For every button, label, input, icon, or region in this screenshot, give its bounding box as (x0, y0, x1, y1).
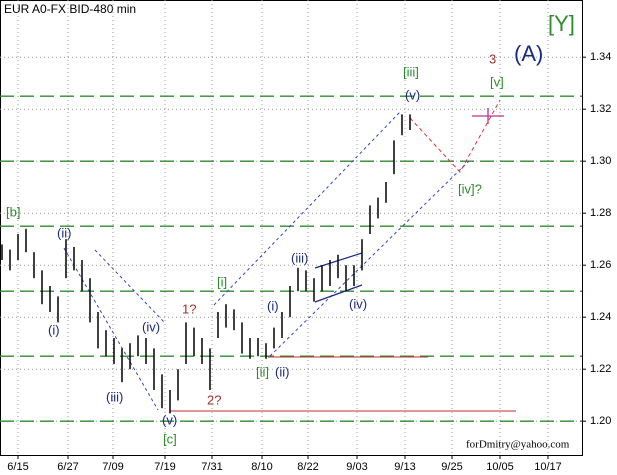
x-tick-label: 9/25 (441, 461, 462, 473)
wave-label: [Y] (548, 11, 575, 36)
y-tick-label: 1.20 (590, 415, 611, 427)
wave-label: [i] (217, 274, 227, 289)
wave-label: (v) (405, 87, 420, 102)
x-tick-label: 7/19 (154, 461, 175, 473)
channel-line (63, 247, 159, 411)
x-tick-label: 10/05 (486, 461, 514, 473)
analysis-lines (63, 99, 516, 412)
x-tick-label: 9/03 (346, 461, 367, 473)
y-tick-label: 1.30 (590, 155, 611, 167)
triangle-line (314, 284, 363, 303)
x-tick-label: 6/27 (57, 461, 78, 473)
channel-line (94, 249, 165, 323)
credit: forDmitry@yahoo.com (466, 439, 570, 451)
wave-label: (i) (267, 298, 279, 313)
wave-label: 3 (489, 51, 496, 66)
wave-label: [b] (6, 204, 20, 219)
projection-line (409, 99, 501, 173)
wave-label: (iv) (142, 319, 160, 334)
wave-label: (v) (162, 412, 177, 427)
x-tick-label: 8/22 (297, 461, 318, 473)
y-tick-label: 1.22 (590, 363, 611, 375)
wave-label: (ii) (57, 225, 71, 240)
wave-label: (iii) (291, 250, 308, 265)
wave-label: (iv) (349, 296, 367, 311)
x-tick-label: 7/09 (102, 461, 123, 473)
plot-frame (0, 0, 583, 456)
y-tick-label: 1.24 (590, 311, 611, 323)
x-tick-label: 6/15 (7, 461, 28, 473)
wave-label: 1? (182, 301, 196, 316)
x-tick-label: 9/13 (394, 461, 415, 473)
wave-label: (ii) (275, 364, 289, 379)
annotations: [b] (ii) (i) (iii) (iv) (v) [c] 1? 2? [i… (6, 11, 575, 447)
wave-label: [ii] (256, 364, 269, 379)
y-tick-label: 1.34 (590, 51, 611, 63)
channel-line (269, 159, 471, 357)
x-tick-label: 7/31 (201, 461, 222, 473)
wave-label: [iii] (403, 64, 419, 79)
y-tick-label: 1.32 (590, 103, 611, 115)
x-tick-label: 10/17 (534, 461, 562, 473)
wave-label: (A) (514, 41, 543, 66)
chart-title: EUR A0-FX BID-480 min (4, 2, 136, 16)
wave-label: [iv]? (458, 181, 482, 196)
wave-label: [v] (490, 74, 504, 89)
x-tick-label: 8/10 (251, 461, 272, 473)
wave-label: [c] (163, 431, 177, 446)
wave-label: (i) (48, 322, 60, 337)
y-tick-label: 1.28 (590, 207, 611, 219)
wave-label: (iii) (106, 389, 123, 404)
wave-label: 2? (207, 392, 221, 407)
y-tick-label: 1.26 (590, 259, 611, 271)
channel-line (213, 111, 401, 306)
